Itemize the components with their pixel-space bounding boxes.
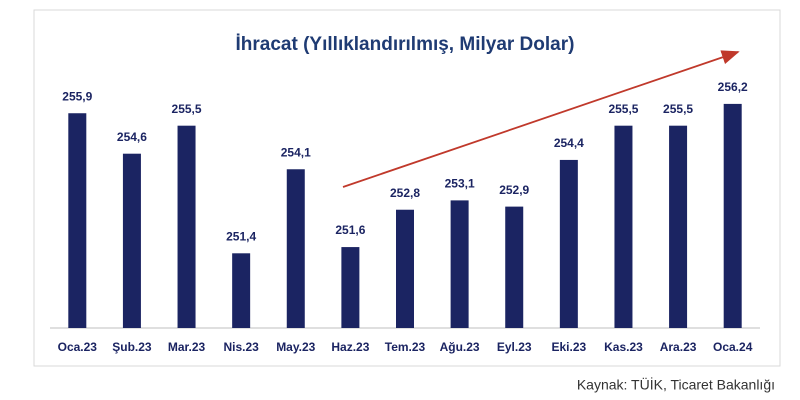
value-label: 255,9 <box>62 89 92 103</box>
value-label: 253,1 <box>445 177 475 191</box>
bar <box>177 125 196 328</box>
value-label: 254,1 <box>281 145 311 159</box>
bar <box>669 125 688 328</box>
x-tick-label: Eyl.23 <box>497 340 532 354</box>
trend-arrow <box>342 50 740 188</box>
bar <box>614 125 633 328</box>
x-tick-label: Mar.23 <box>168 340 206 354</box>
bar <box>559 159 578 328</box>
value-label: 254,4 <box>554 136 584 150</box>
value-label: 254,6 <box>117 130 147 144</box>
bar <box>396 209 414 328</box>
x-tick-label: May.23 <box>276 340 315 354</box>
value-label: 255,5 <box>663 102 693 116</box>
bar <box>505 206 524 328</box>
bar <box>122 153 141 328</box>
x-tick-label: Oca.23 <box>58 340 98 354</box>
value-label: 256,2 <box>718 80 748 94</box>
bar <box>723 103 742 329</box>
value-label: 251,6 <box>335 223 365 237</box>
x-tick-label: Ara.23 <box>660 340 697 354</box>
x-tick-label: Haz.23 <box>331 340 369 354</box>
bar <box>341 247 360 328</box>
value-label: 252,9 <box>499 183 529 197</box>
x-tick-label: Nis.23 <box>223 340 259 354</box>
x-tick-label: Eki.23 <box>551 340 586 354</box>
source-note: Kaynak: TÜİK, Ticaret Bakanlığı <box>577 376 775 393</box>
x-tick-label: Ağu.23 <box>440 340 480 354</box>
x-tick-label: Şub.23 <box>112 340 152 354</box>
bar <box>68 113 87 328</box>
bar <box>232 253 251 328</box>
value-label: 251,4 <box>226 229 256 243</box>
bar <box>286 169 305 328</box>
chart-title: İhracat (Yıllıklandırılmış, Milyar Dolar… <box>236 34 575 55</box>
x-tick-label: Tem.23 <box>385 340 426 354</box>
value-label: 255,5 <box>172 102 202 116</box>
value-label: 255,5 <box>608 102 638 116</box>
bar <box>450 200 469 328</box>
value-label: 252,8 <box>390 186 420 200</box>
x-tick-label: Kas.23 <box>604 340 643 354</box>
x-tick-label: Oca.24 <box>713 340 753 354</box>
